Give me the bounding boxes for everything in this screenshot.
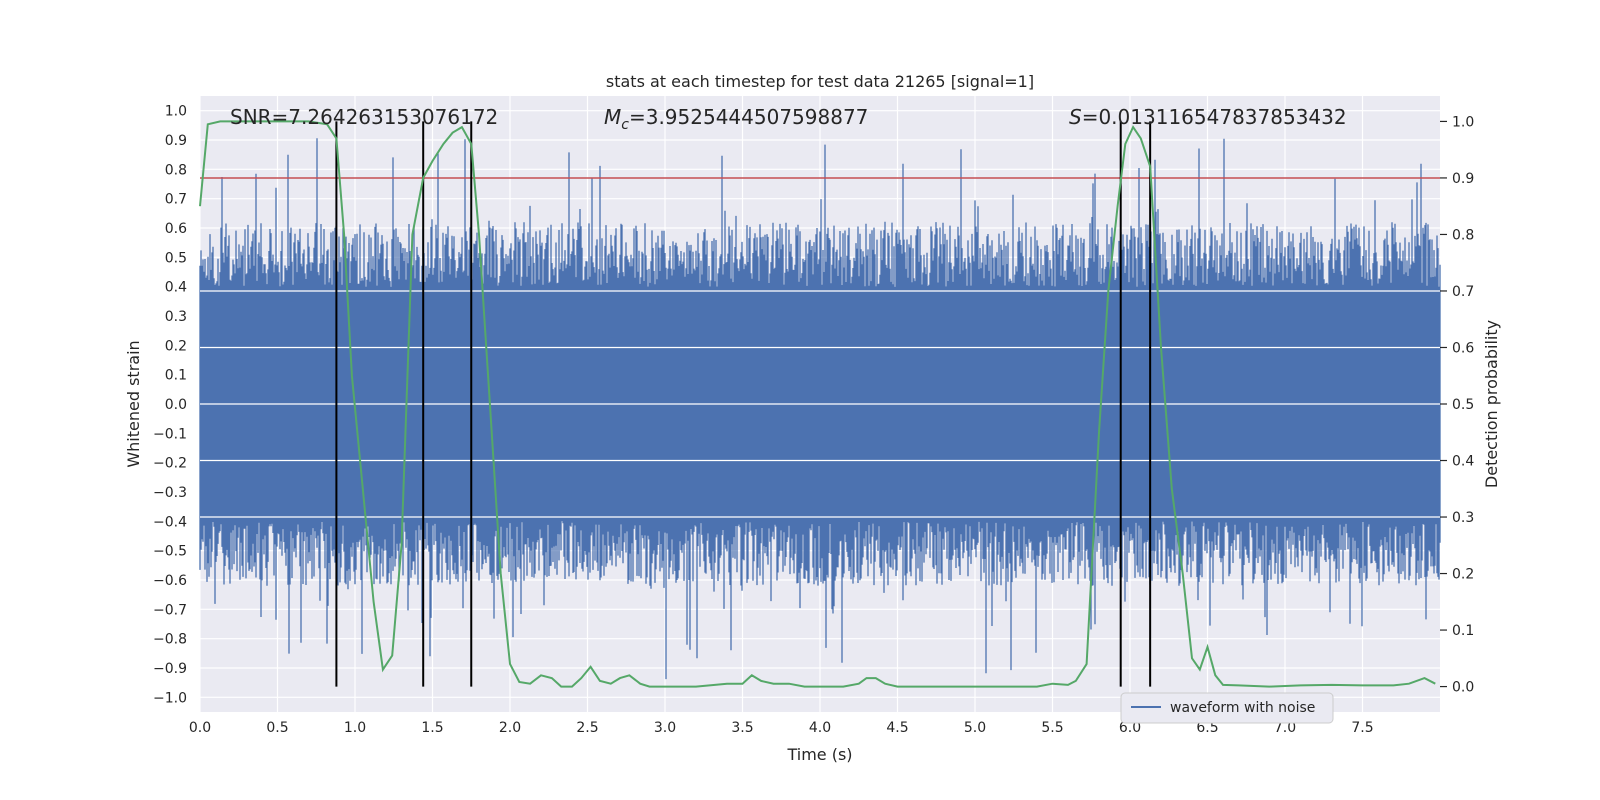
snr-annotation: SNR=7.264263153076172 [230, 105, 498, 129]
s-symbol: S [1069, 105, 1082, 129]
x-tick-label: 3.0 [654, 720, 676, 736]
s-annotation: S=0.013116547837853432 [1069, 105, 1347, 129]
x-tick-label: 6.0 [1119, 720, 1141, 736]
chart-title: stats at each timestep for test data 212… [606, 72, 1034, 91]
s-value: =0.013116547837853432 [1082, 105, 1347, 129]
x-tick-label: 1.5 [421, 720, 443, 736]
y-tick-label: −1.0 [153, 690, 187, 706]
y-tick-label: −0.9 [153, 661, 187, 677]
y2-tick-label: 0.5 [1452, 397, 1474, 413]
x-tick-label: 1.0 [344, 720, 366, 736]
y2-tick-label: 0.7 [1452, 284, 1474, 300]
probability-line [199, 120, 1436, 688]
x-tick-label: 4.0 [809, 720, 831, 736]
x-tick-label: 5.0 [964, 720, 986, 736]
x-axis-label: Time (s) [786, 745, 852, 764]
y-tick-label: 0.7 [165, 192, 187, 208]
x-tick-label: 3.5 [731, 720, 753, 736]
x-tick-label: 2.0 [499, 720, 521, 736]
y2-axis-label: Detection probability [1482, 320, 1501, 488]
y2-tick-label: 0.2 [1452, 567, 1474, 583]
y2-tick-label: 0.3 [1452, 510, 1474, 526]
y-tick-label: −0.2 [153, 456, 187, 472]
chirp-mass-subscript: c [621, 117, 629, 133]
y-tick-label: 0.1 [165, 368, 187, 384]
y-tick-label: −0.5 [153, 544, 187, 560]
chirp-mass-symbol: M [604, 105, 621, 129]
legend-label: waveform with noise [1170, 700, 1315, 716]
x-tick-label: 5.5 [1041, 720, 1063, 736]
x-tick-label: 6.5 [1196, 720, 1218, 736]
x-tick-label: 2.5 [576, 720, 598, 736]
y-tick-label: −0.1 [153, 426, 187, 442]
y2-tick-label: 1.0 [1452, 114, 1474, 130]
y-tick-label: −0.8 [153, 632, 187, 648]
y-axis-label: Whitened strain [124, 340, 143, 467]
x-tick-label: 7.5 [1351, 720, 1373, 736]
y-tick-label: 0.0 [165, 397, 187, 413]
y-tick-label: 0.2 [165, 338, 187, 354]
y-tick-label: 0.6 [165, 221, 187, 237]
y2-tick-label: 0.6 [1452, 340, 1474, 356]
y2-tick-label: 0.1 [1452, 623, 1474, 639]
x-tick-label: 0.0 [189, 720, 211, 736]
chirp-mass-annotation: Mc=3.9525444507598877 [604, 105, 868, 133]
y-tick-label: −0.3 [153, 485, 187, 501]
y-tick-label: −0.7 [153, 602, 187, 618]
annotations: SNR=7.264263153076172 Mc=3.9525444507598… [230, 105, 1347, 133]
legend-box [1120, 692, 1334, 724]
y2-tick-label: 0.9 [1452, 171, 1474, 187]
y2-tick-label: 0.4 [1452, 454, 1474, 470]
y2-tick-label: 0.8 [1452, 227, 1474, 243]
y-tick-label: 0.9 [165, 133, 187, 149]
y-tick-label: 0.5 [165, 250, 187, 266]
y2-tick-label: 0.0 [1452, 680, 1474, 696]
x-tick-label: 0.5 [266, 720, 288, 736]
y-tick-label: −0.6 [153, 573, 187, 589]
legend: waveform with noise [1120, 692, 1334, 724]
probability-series [199, 120, 1436, 688]
y-tick-label: 0.8 [165, 162, 187, 178]
y-tick-label: −0.4 [153, 514, 187, 530]
axis-ticks: 0.0 0.5 1.0 1.5 2.0 2.5 3.0 3.5 4.0 4.5 5.0 5.5 6.0 6… [153, 104, 1474, 736]
y-tick-label: 1.0 [165, 104, 187, 120]
y-tick-label: 0.4 [165, 280, 187, 296]
chirp-mass-value: =3.9525444507598877 [629, 105, 868, 129]
y-tick-label: 0.3 [165, 309, 187, 325]
vertical-markers [335, 121, 1152, 687]
x-tick-label: 7.0 [1274, 720, 1296, 736]
x-tick-label: 4.5 [886, 720, 908, 736]
